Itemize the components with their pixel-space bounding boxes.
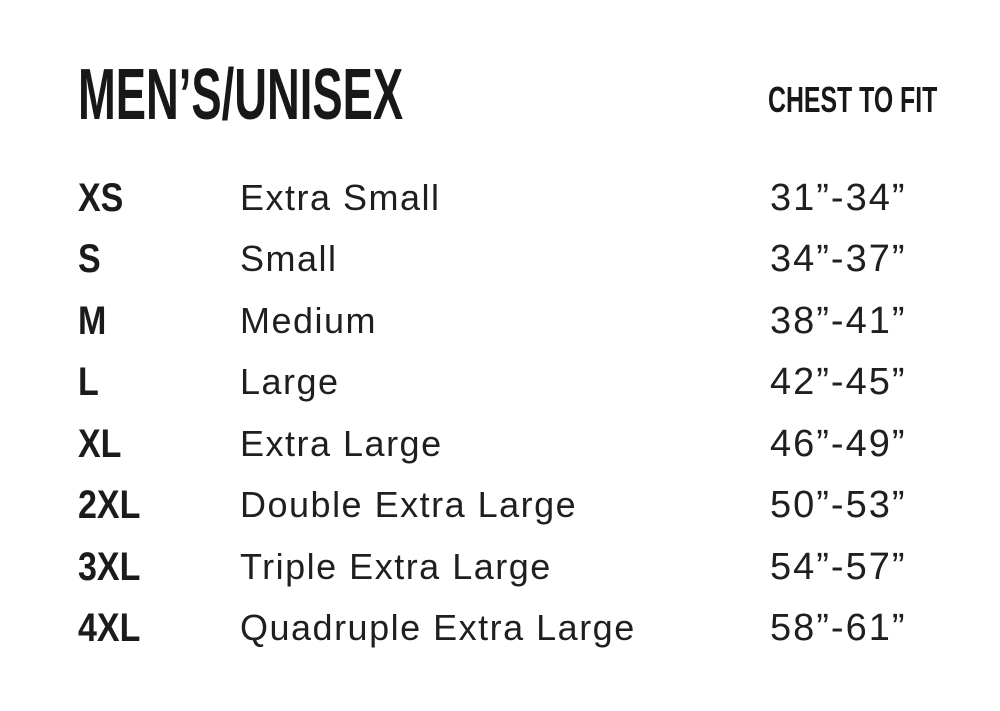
size-name: Extra Small — [240, 176, 441, 218]
size-name: Quadruple Extra Large — [240, 607, 636, 649]
size-name: Triple Extra Large — [240, 545, 552, 587]
table-row: L Large 42”-45” — [78, 352, 970, 414]
table-row: S Small 34”-37” — [78, 229, 970, 291]
size-code: 3XL — [78, 544, 141, 589]
size-code: XL — [78, 421, 122, 466]
size-name: Small — [240, 238, 338, 280]
chest-range: 50”-53” — [770, 484, 907, 527]
chest-range: 34”-37” — [770, 238, 907, 281]
chest-range: 31”-34” — [770, 176, 907, 219]
table-row: M Medium 38”-41” — [78, 290, 970, 352]
size-code: M — [78, 298, 107, 343]
table-row: 4XL Quadruple Extra Large 58”-61” — [78, 598, 970, 660]
table-row: 2XL Double Extra Large 50”-53” — [78, 475, 970, 537]
size-name: Extra Large — [240, 422, 443, 464]
size-code: 2XL — [78, 483, 141, 528]
chest-range: 54”-57” — [770, 545, 907, 588]
chest-range: 38”-41” — [770, 299, 907, 342]
chest-to-fit-column-header: CHEST TO FIT — [768, 79, 938, 120]
chest-range: 58”-61” — [770, 607, 907, 650]
table-row: XS Extra Small 31”-34” — [78, 167, 970, 229]
size-code: XS — [78, 175, 124, 220]
chest-range: 42”-45” — [770, 361, 907, 404]
size-code: 4XL — [78, 606, 141, 651]
table-row: 3XL Triple Extra Large 54”-57” — [78, 536, 970, 598]
size-name: Double Extra Large — [240, 484, 578, 526]
size-name: Large — [240, 361, 340, 403]
size-chart-title: MEN’S/UNISEX — [78, 55, 404, 135]
size-code: S — [78, 237, 101, 282]
size-name: Medium — [240, 299, 378, 341]
size-table: XS Extra Small 31”-34” S Small 34”-37” M… — [78, 167, 970, 659]
chest-range: 46”-49” — [770, 422, 907, 465]
size-code: L — [78, 360, 99, 405]
table-row: XL Extra Large 46”-49” — [78, 413, 970, 475]
